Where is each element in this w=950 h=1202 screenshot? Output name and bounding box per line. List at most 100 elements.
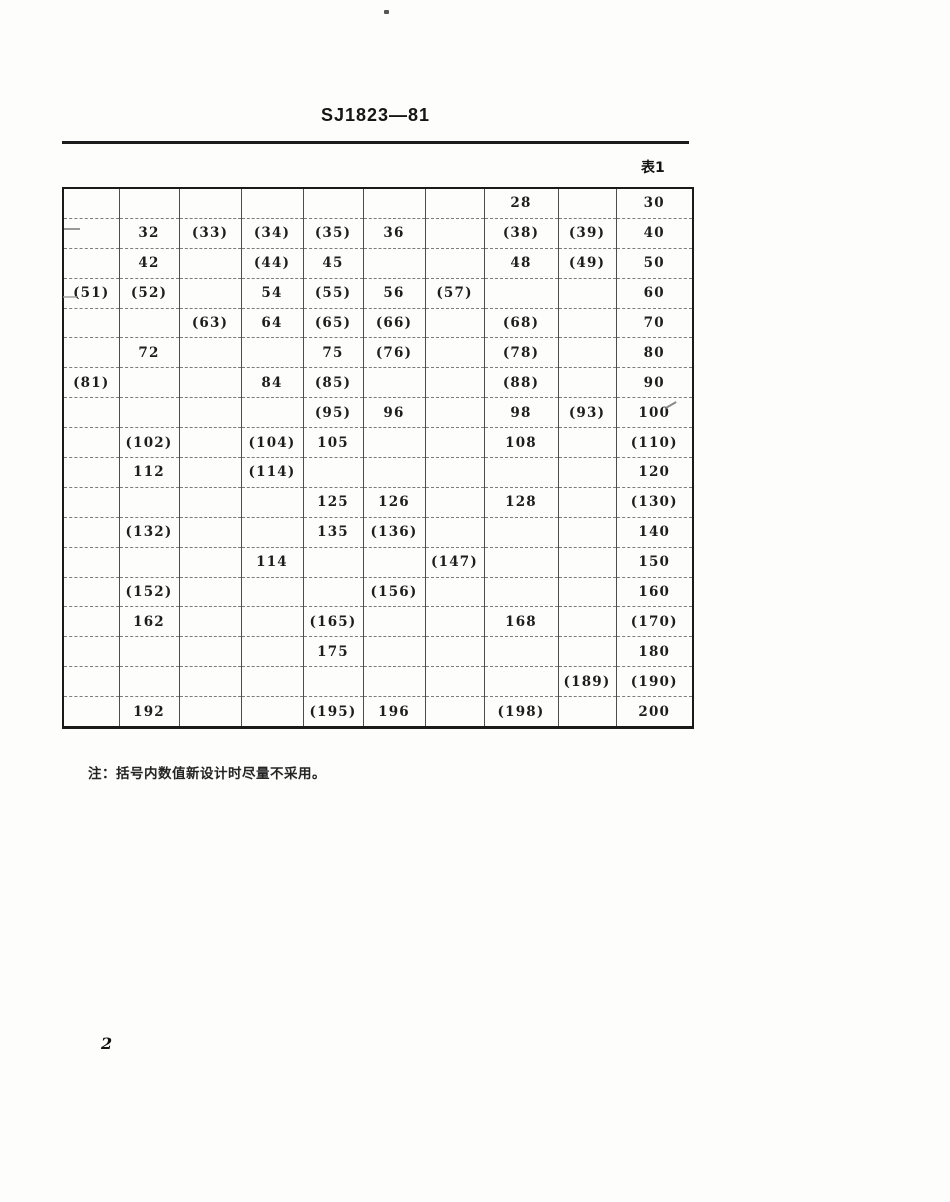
table-cell bbox=[178, 696, 241, 728]
table-cell bbox=[424, 696, 484, 728]
table-cell bbox=[362, 546, 425, 578]
table-cell bbox=[424, 367, 484, 398]
table-cell bbox=[178, 606, 241, 637]
table-cell bbox=[63, 457, 119, 488]
table-cell bbox=[362, 636, 425, 667]
table-cell bbox=[362, 427, 425, 458]
table-cell bbox=[362, 247, 425, 279]
table-cell bbox=[424, 427, 484, 458]
table-row: 125 126 128 (130) bbox=[63, 486, 693, 518]
table-cell bbox=[424, 247, 484, 279]
table-cell: 162 bbox=[118, 606, 179, 637]
table-cell: (110) bbox=[615, 427, 693, 458]
table-cell: (33) bbox=[178, 217, 241, 249]
table-cell bbox=[118, 486, 179, 518]
table-cell bbox=[63, 516, 119, 548]
table-cell bbox=[557, 307, 616, 338]
table-cell bbox=[424, 457, 484, 488]
scan-speck bbox=[384, 10, 389, 14]
table-cell bbox=[178, 457, 241, 488]
table-cell bbox=[424, 337, 484, 368]
table-cell: 96 bbox=[362, 397, 425, 428]
table-cell bbox=[240, 576, 303, 607]
table-cell: 72 bbox=[118, 337, 179, 368]
table-cell: 30 bbox=[615, 188, 693, 219]
table-cell: 75 bbox=[302, 337, 363, 368]
table-cell: 48 bbox=[483, 247, 558, 279]
table-cell: 54 bbox=[240, 277, 303, 309]
table-cell: 160 bbox=[615, 576, 693, 607]
table-cell: 60 bbox=[615, 277, 693, 309]
table-cell: (78) bbox=[483, 337, 558, 368]
table-cell: (38) bbox=[483, 217, 558, 249]
table-cell: (114) bbox=[240, 457, 303, 488]
table-cell: 150 bbox=[615, 546, 693, 578]
table-cell bbox=[240, 666, 303, 697]
table-cell bbox=[63, 636, 119, 667]
table-cell: 126 bbox=[362, 486, 425, 518]
table-row: 112 (114) 120 bbox=[63, 457, 693, 488]
table-cell bbox=[362, 606, 425, 637]
table-cell: (104) bbox=[240, 427, 303, 458]
table-cell: 40 bbox=[615, 217, 693, 249]
table-cell bbox=[483, 516, 558, 548]
table-cell bbox=[118, 188, 179, 219]
table-row: (152) (156) 160 bbox=[63, 576, 693, 607]
table-cell: 36 bbox=[362, 217, 425, 249]
document-title: SJ1823—81 bbox=[320, 105, 431, 125]
table-cell bbox=[118, 397, 179, 428]
table-cell bbox=[557, 337, 616, 368]
table-cell bbox=[63, 247, 119, 279]
table-cell: 90 bbox=[615, 367, 693, 398]
table-cell bbox=[178, 247, 241, 279]
table-cell bbox=[362, 666, 425, 697]
footnote: 注：括号内数值新设计时尽量不采用。 bbox=[88, 766, 326, 782]
table-cell bbox=[63, 337, 119, 368]
table-cell bbox=[118, 546, 179, 578]
table-cell bbox=[178, 516, 241, 548]
table-cell bbox=[557, 367, 616, 398]
table-cell bbox=[362, 188, 425, 219]
table-cell bbox=[362, 457, 425, 488]
table-cell: 100 bbox=[615, 397, 693, 428]
table-cell bbox=[424, 666, 484, 697]
table-cell: (63) bbox=[178, 307, 241, 338]
table-cell bbox=[118, 367, 179, 398]
table-cell bbox=[63, 188, 119, 218]
table-cell: (55) bbox=[302, 277, 363, 309]
table-cell: (152) bbox=[118, 576, 179, 607]
table-cell bbox=[178, 576, 241, 607]
table-cell: (57) bbox=[424, 277, 484, 309]
table-cell bbox=[240, 606, 303, 637]
table-cell bbox=[424, 636, 484, 667]
table-cell bbox=[362, 367, 425, 398]
table-cell bbox=[63, 486, 119, 518]
table-row: (189) (190) bbox=[63, 666, 693, 697]
table-cell bbox=[178, 277, 241, 309]
table-row: (132) 135 (136) 140 bbox=[63, 516, 693, 548]
table-cell: 200 bbox=[615, 696, 693, 728]
table-cell bbox=[178, 427, 241, 458]
table-row: 192 (195) 196 (198) 200 bbox=[63, 696, 693, 728]
table-cell: (81) bbox=[63, 367, 119, 398]
table-cell bbox=[483, 546, 558, 578]
table-cell: 135 bbox=[302, 516, 363, 548]
table-cell bbox=[178, 397, 241, 428]
table-cell bbox=[178, 636, 241, 667]
table-cell bbox=[178, 546, 241, 578]
table-row: (51) (52) 54 (55) 56 (57) 60 bbox=[63, 277, 693, 309]
table-cell bbox=[240, 696, 303, 728]
table-cell bbox=[302, 546, 363, 578]
table-cell: (195) bbox=[302, 696, 363, 728]
table-cell: 140 bbox=[615, 516, 693, 548]
table-cell bbox=[178, 486, 241, 518]
table-cell bbox=[63, 696, 119, 728]
table-cell: 32 bbox=[118, 217, 179, 249]
table-cell bbox=[424, 576, 484, 607]
table-cell bbox=[240, 397, 303, 428]
table-cell bbox=[557, 486, 616, 518]
table-cell bbox=[118, 307, 179, 338]
table-cell bbox=[557, 696, 616, 728]
table-cell: (52) bbox=[118, 277, 179, 309]
